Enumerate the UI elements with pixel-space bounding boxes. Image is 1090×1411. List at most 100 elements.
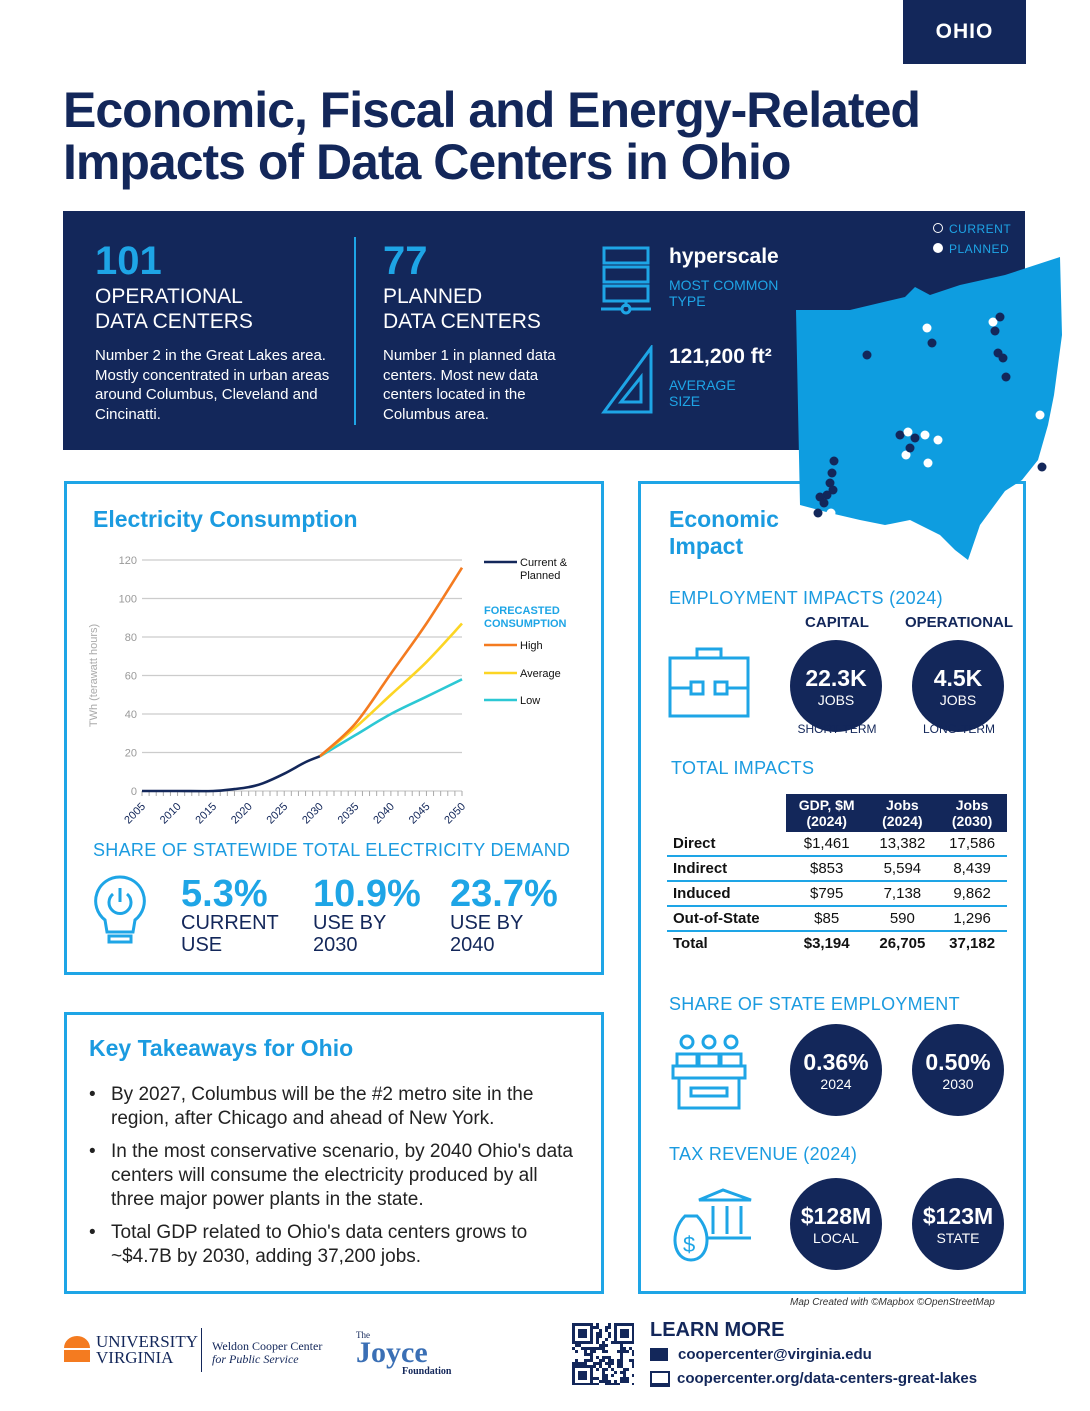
planned-marker-icon: [933, 243, 943, 253]
title-line: Impact: [669, 533, 744, 559]
table-cell: $795: [785, 881, 868, 907]
long-term-label: LONG-TERM: [923, 722, 995, 736]
table-cell: 13,382: [867, 832, 938, 857]
stat-heading: OPERATIONAL: [95, 285, 243, 308]
state-tab: OHIO: [903, 0, 1026, 64]
table-cell: $853: [785, 856, 868, 882]
server-rack-icon: [601, 246, 651, 315]
share-current: 5.3% CURRENT USE: [181, 875, 279, 956]
stat-heading: DATA CENTERS: [95, 310, 253, 333]
logo-text: for Public Service: [212, 1352, 299, 1366]
badge-value: 0.36%: [803, 1048, 869, 1075]
share-label: CURRENT: [181, 912, 279, 934]
website-link[interactable]: coopercenter.org/data-centers-great-lake…: [677, 1370, 978, 1387]
operational-label: OPERATIONAL: [904, 614, 1014, 631]
share-label: USE BY: [450, 912, 524, 934]
planned-data-center-marker: [822, 490, 832, 500]
legend-forecast-title: FORECASTED: [484, 605, 560, 617]
workers-icon: [671, 1034, 747, 1110]
planned-data-center-marker: [998, 353, 1008, 363]
current-data-center-marker: [901, 450, 911, 460]
page-title: Economic, Fiscal and Energy-Related Impa…: [63, 84, 921, 190]
logo-text: VIRGINIA: [96, 1348, 174, 1367]
takeaways-title: Key Takeaways for Ohio: [89, 1035, 354, 1061]
badge-value: 0.50%: [925, 1048, 991, 1075]
table-cell: 8,439: [937, 856, 1007, 882]
capital-label: CAPITAL: [805, 614, 869, 631]
y-tick-label: 100: [119, 594, 137, 606]
legend-label: High: [520, 640, 543, 652]
size-stat: 121,200 ft² AVERAGE SIZE: [669, 345, 772, 409]
current-data-center-marker: [988, 317, 998, 327]
size-value: 121,200 ft²: [669, 345, 772, 368]
legend-label: Low: [520, 695, 540, 707]
planned-data-center-marker: [862, 350, 872, 360]
uva-rotunda-logo: [64, 1336, 90, 1362]
planned-data-center-marker: [895, 430, 905, 440]
table-cell: 590: [867, 906, 938, 932]
capital-jobs-badge: 22.3K JOBS: [790, 640, 882, 732]
title-line: Economic: [669, 506, 779, 532]
planned-data-center-marker: [813, 508, 823, 518]
legend-forecast-title: CONSUMPTION: [484, 618, 567, 630]
share-label: USE: [181, 934, 223, 956]
y-tick-label: 120: [119, 555, 137, 567]
y-tick-label: 20: [125, 748, 137, 760]
planned-count: 77: [383, 239, 428, 283]
planned-data-center-marker: [825, 478, 835, 488]
planned-data-center-marker: [819, 498, 829, 508]
email-row: coopercenter@virginia.edu: [650, 1346, 872, 1363]
logo-text: Foundation: [402, 1366, 452, 1377]
electricity-panel: Electricity Consumption 0 20 40 60 80 100 120 2…: [64, 481, 604, 975]
badge-unit: JOBS: [817, 691, 855, 708]
table-cell: 7,138: [867, 881, 938, 907]
share-title: SHARE OF STATEWIDE TOTAL ELECTRICITY DEM…: [93, 840, 571, 860]
divider: [201, 1328, 202, 1372]
planned-data-center-marker: [995, 312, 1005, 322]
state-tax-badge: $123M STATE: [912, 1178, 1004, 1270]
map-credit: Map Created with ©Mapbox ©OpenStreetMap: [790, 1297, 995, 1308]
table-header-blank: [667, 794, 786, 832]
laptop-icon: [650, 1370, 670, 1387]
table-header: GDP, $M (2024): [785, 794, 868, 832]
badge-value: 4.5K: [933, 664, 983, 691]
type-value: hyperscale: [669, 245, 779, 268]
planned-data-center-marker: [910, 433, 920, 443]
share-2040: 23.7% USE BY 2040: [450, 875, 558, 956]
table-cell: $1,461: [785, 832, 868, 857]
x-tick-label: 2045: [407, 801, 433, 827]
operational-jobs-badge: 4.5K JOBS: [912, 640, 1004, 732]
table-cell: 1,296: [937, 906, 1007, 932]
table-row: Total $3,194 26,705 37,182: [667, 931, 1007, 955]
takeaways-panel: Key Takeaways for Ohio By 2027, Columbus…: [64, 1012, 604, 1294]
takeaways-list: By 2027, Columbus will be the #2 metro s…: [89, 1083, 579, 1278]
current-marker-icon: [933, 223, 943, 233]
local-tax-badge: $128M LOCAL: [790, 1178, 882, 1270]
badge-year: 2024: [820, 1075, 852, 1092]
type-stat: hyperscale MOST COMMON TYPE: [669, 245, 779, 309]
tax-title: TAX REVENUE (2024): [669, 1144, 858, 1164]
logo-text: UNIVERSITY: [96, 1332, 198, 1351]
share-2030-badge: 0.50% 2030: [912, 1024, 1004, 1116]
list-item: In the most conservative scenario, by 20…: [89, 1140, 579, 1212]
y-tick-label: 40: [125, 709, 137, 721]
planned-data-center-marker: [927, 338, 937, 348]
qr-code[interactable]: [572, 1323, 634, 1385]
uva-logo: UNIVERSITY VIRGINIA: [96, 1332, 198, 1367]
x-tick-label: 2010: [158, 801, 184, 827]
share-value: 10.9%: [313, 873, 421, 915]
current-data-center-marker: [903, 427, 913, 437]
table-cell: 26,705: [879, 935, 926, 952]
table-cell: $3,194: [803, 935, 850, 952]
x-tick-label: 2040: [371, 801, 397, 827]
table-cell: 17,586: [937, 832, 1007, 857]
x-tick-label: 2020: [229, 801, 255, 827]
logo-text: The: [356, 1330, 370, 1340]
table-cell: 9,862: [937, 881, 1007, 907]
email-link[interactable]: coopercenter@virginia.edu: [678, 1346, 872, 1363]
x-tick-label: 2030: [300, 801, 326, 827]
title-line-2: Impacts of Data Centers in Ohio: [63, 134, 791, 190]
ohio-map: [796, 257, 1062, 560]
badge-value: $128M: [800, 1202, 872, 1229]
badge-label: LOCAL: [813, 1229, 859, 1246]
